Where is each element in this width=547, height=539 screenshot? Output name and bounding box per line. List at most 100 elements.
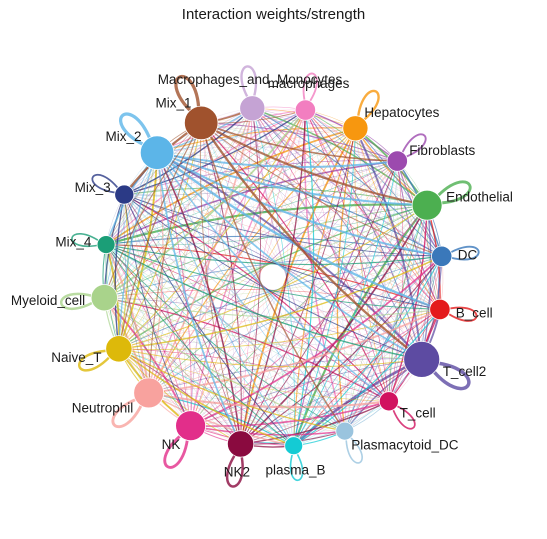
edge-Naive_T-to-Macrophages_and_Monocytes xyxy=(118,108,253,349)
edge-plasma_B-to-macrophages xyxy=(293,110,315,446)
edge-Mix_1-to-Mix_4 xyxy=(105,122,202,245)
node-label-plasma_B: plasma_B xyxy=(265,463,325,478)
edge-Mix_1-to-Hepatocytes xyxy=(201,122,356,133)
edge-NK2-to-Hepatocytes xyxy=(240,128,356,445)
node-label-Hepatocytes: Hepatocytes xyxy=(364,105,439,120)
edge-Mix_1-to-Naive_T xyxy=(118,122,202,349)
node-Macrophages_and_Monocytes xyxy=(239,95,266,122)
edge-Naive_T-to-macrophages xyxy=(118,109,306,350)
edge-DC-to-Mix_1 xyxy=(201,122,442,257)
node-Mix_3 xyxy=(114,184,135,205)
edge-Naive_T-to-NK2 xyxy=(118,348,241,445)
edge-Mix_1-to-Endothelial xyxy=(200,121,428,207)
edge-Plasmacytoid_DC-to-B_cell xyxy=(344,309,441,432)
edge-B_cell-to-plasma_B xyxy=(293,309,441,446)
self-loop-Macrophages_and_Monocytes xyxy=(240,65,258,106)
edge-Mix_4-to-Hepatocytes xyxy=(106,128,356,245)
edge-NK2-to-T_cell2 xyxy=(240,359,422,445)
edge-plasma_B-to-B_cell xyxy=(293,309,441,447)
edge-Fibroblasts-to-T_cell2 xyxy=(396,161,422,360)
edge-Myeloid_cell-to-Endothelial xyxy=(104,204,428,299)
edge-Neutrophil-to-Mix_1 xyxy=(148,122,202,393)
edge-Naive_T-to-T_cell xyxy=(118,348,389,402)
edge-Mix_1-to-B_cell xyxy=(201,122,440,310)
self-loop-layer xyxy=(60,65,480,488)
node-label-Myeloid_cell: Myeloid_cell xyxy=(11,293,85,308)
edge-NK-to-Fibroblasts xyxy=(190,161,398,426)
edge-Mix_4-to-Fibroblasts xyxy=(106,160,398,245)
node-Mix_1 xyxy=(183,105,219,141)
edge-plasma_B-to-Macrophages_and_Monocytes xyxy=(251,108,295,446)
node-label-macrophages: macrophages xyxy=(268,76,350,91)
edge-Mix_4-to-Neutrophil xyxy=(105,244,149,393)
node-label-NK: NK xyxy=(162,437,181,452)
edge-Mix_1-to-Myeloid_cell xyxy=(103,122,202,298)
node-Fibroblasts xyxy=(386,150,408,172)
self-loop-Hepatocytes xyxy=(356,89,380,126)
edge-Plasmacytoid_DC-to-Myeloid_cell xyxy=(104,297,345,432)
node-label-Plasmacytoid_DC: Plasmacytoid_DC xyxy=(351,438,459,453)
edge-Mix_2-to-Naive_T xyxy=(118,152,158,349)
edge-Mix_2-to-DC xyxy=(156,151,442,258)
self-loop-T_cell2 xyxy=(424,360,471,391)
self-loop-Mix_3 xyxy=(91,173,123,195)
self-loop-B_cell xyxy=(442,306,478,322)
edge-macrophages-to-Plasmacytoid_DC xyxy=(303,110,346,432)
node-T_cell2 xyxy=(403,340,441,378)
edge-B_cell-to-NK xyxy=(190,309,440,426)
edge-Naive_T-to-DC xyxy=(118,255,443,350)
edge-Macrophages_and_Monocytes-to-Fibroblasts xyxy=(251,107,398,162)
node-label-Fibroblasts: Fibroblasts xyxy=(409,143,475,158)
edge-Mix_1-to-T_cell xyxy=(201,122,390,402)
edge-Mix_3-to-Neutrophil xyxy=(123,194,149,393)
edge-Mix_3-to-Hepatocytes xyxy=(124,128,356,195)
edge-Macrophages_and_Monocytes-to-Mix_3 xyxy=(124,108,253,195)
edge-macrophages-to-Mix_3 xyxy=(124,109,306,195)
edge-macrophages-to-DC xyxy=(305,110,442,257)
edge-Myeloid_cell-to-B_cell xyxy=(104,297,440,319)
self-loop-plasma_B xyxy=(289,447,304,482)
edge-Myeloid_cell-to-T_cell2 xyxy=(104,297,422,360)
edge-Mix_2-to-T_cell2 xyxy=(156,152,423,361)
node-Naive_T xyxy=(105,335,133,363)
node-label-Mix_4: Mix_4 xyxy=(55,235,92,250)
edge-Mix_2-to-Plasmacytoid_DC xyxy=(156,152,346,432)
edge-Plasmacytoid_DC-to-Mix_3 xyxy=(124,194,346,432)
node-label-Naive_T: Naive_T xyxy=(51,350,101,365)
self-loop-Plasmacytoid_DC xyxy=(345,432,363,464)
edge-Neutrophil-to-DC xyxy=(148,255,442,394)
self-loop-NK2 xyxy=(226,447,244,488)
edge-Endothelial-to-Neutrophil xyxy=(148,204,428,394)
node-Hepatocytes xyxy=(342,115,369,142)
self-loop-Myeloid_cell xyxy=(60,292,101,311)
edge-B_cell-to-Myeloid_cell xyxy=(104,289,440,310)
node-plasma_B xyxy=(284,436,304,456)
edge-Myeloid_cell-to-Fibroblasts xyxy=(104,160,398,298)
edge-NK-to-Endothelial xyxy=(190,204,428,427)
edge-Myeloid_cell-to-Mix_1 xyxy=(104,122,202,298)
edge-Mix_2-to-NK2 xyxy=(156,152,242,445)
edge-macrophages-to-Endothelial xyxy=(305,109,428,206)
edge-Mix_3-to-Naive_T xyxy=(114,194,125,349)
edge-Mix_3-to-plasma_B xyxy=(123,194,295,447)
edge-Mix_4-to-T_cell xyxy=(106,244,389,402)
node-label-Neutrophil: Neutrophil xyxy=(72,400,134,415)
node-NK xyxy=(175,410,207,442)
self-loop-Mix_1 xyxy=(174,74,201,120)
edge-Mix_3-to-Macrophages_and_Monocytes xyxy=(124,107,253,196)
edge-Mix_4-to-NK xyxy=(105,244,191,426)
node-Mix_4 xyxy=(96,235,116,255)
edge-Mix_3-to-macrophages xyxy=(124,109,306,196)
edge-Plasmacytoid_DC-to-Neutrophil xyxy=(148,392,345,432)
edge-plasma_B-to-Naive_T xyxy=(118,348,294,446)
edge-Hepatocytes-to-T_cell xyxy=(354,128,390,402)
node-label-B_cell: B_cell xyxy=(456,306,493,321)
edge-Fibroblasts-to-Naive_T xyxy=(118,160,398,350)
edge-Naive_T-to-Mix_2 xyxy=(118,152,159,350)
edge-Neutrophil-to-Endothelial xyxy=(148,205,428,394)
edge-Macrophages_and_Monocytes-to-B_cell xyxy=(252,108,440,310)
edge-Plasmacytoid_DC-to-Macrophages_and_Monocytes xyxy=(252,108,345,432)
edge-NK-to-T_cell xyxy=(190,400,390,427)
edge-T_cell-to-Mix_4 xyxy=(105,244,390,402)
